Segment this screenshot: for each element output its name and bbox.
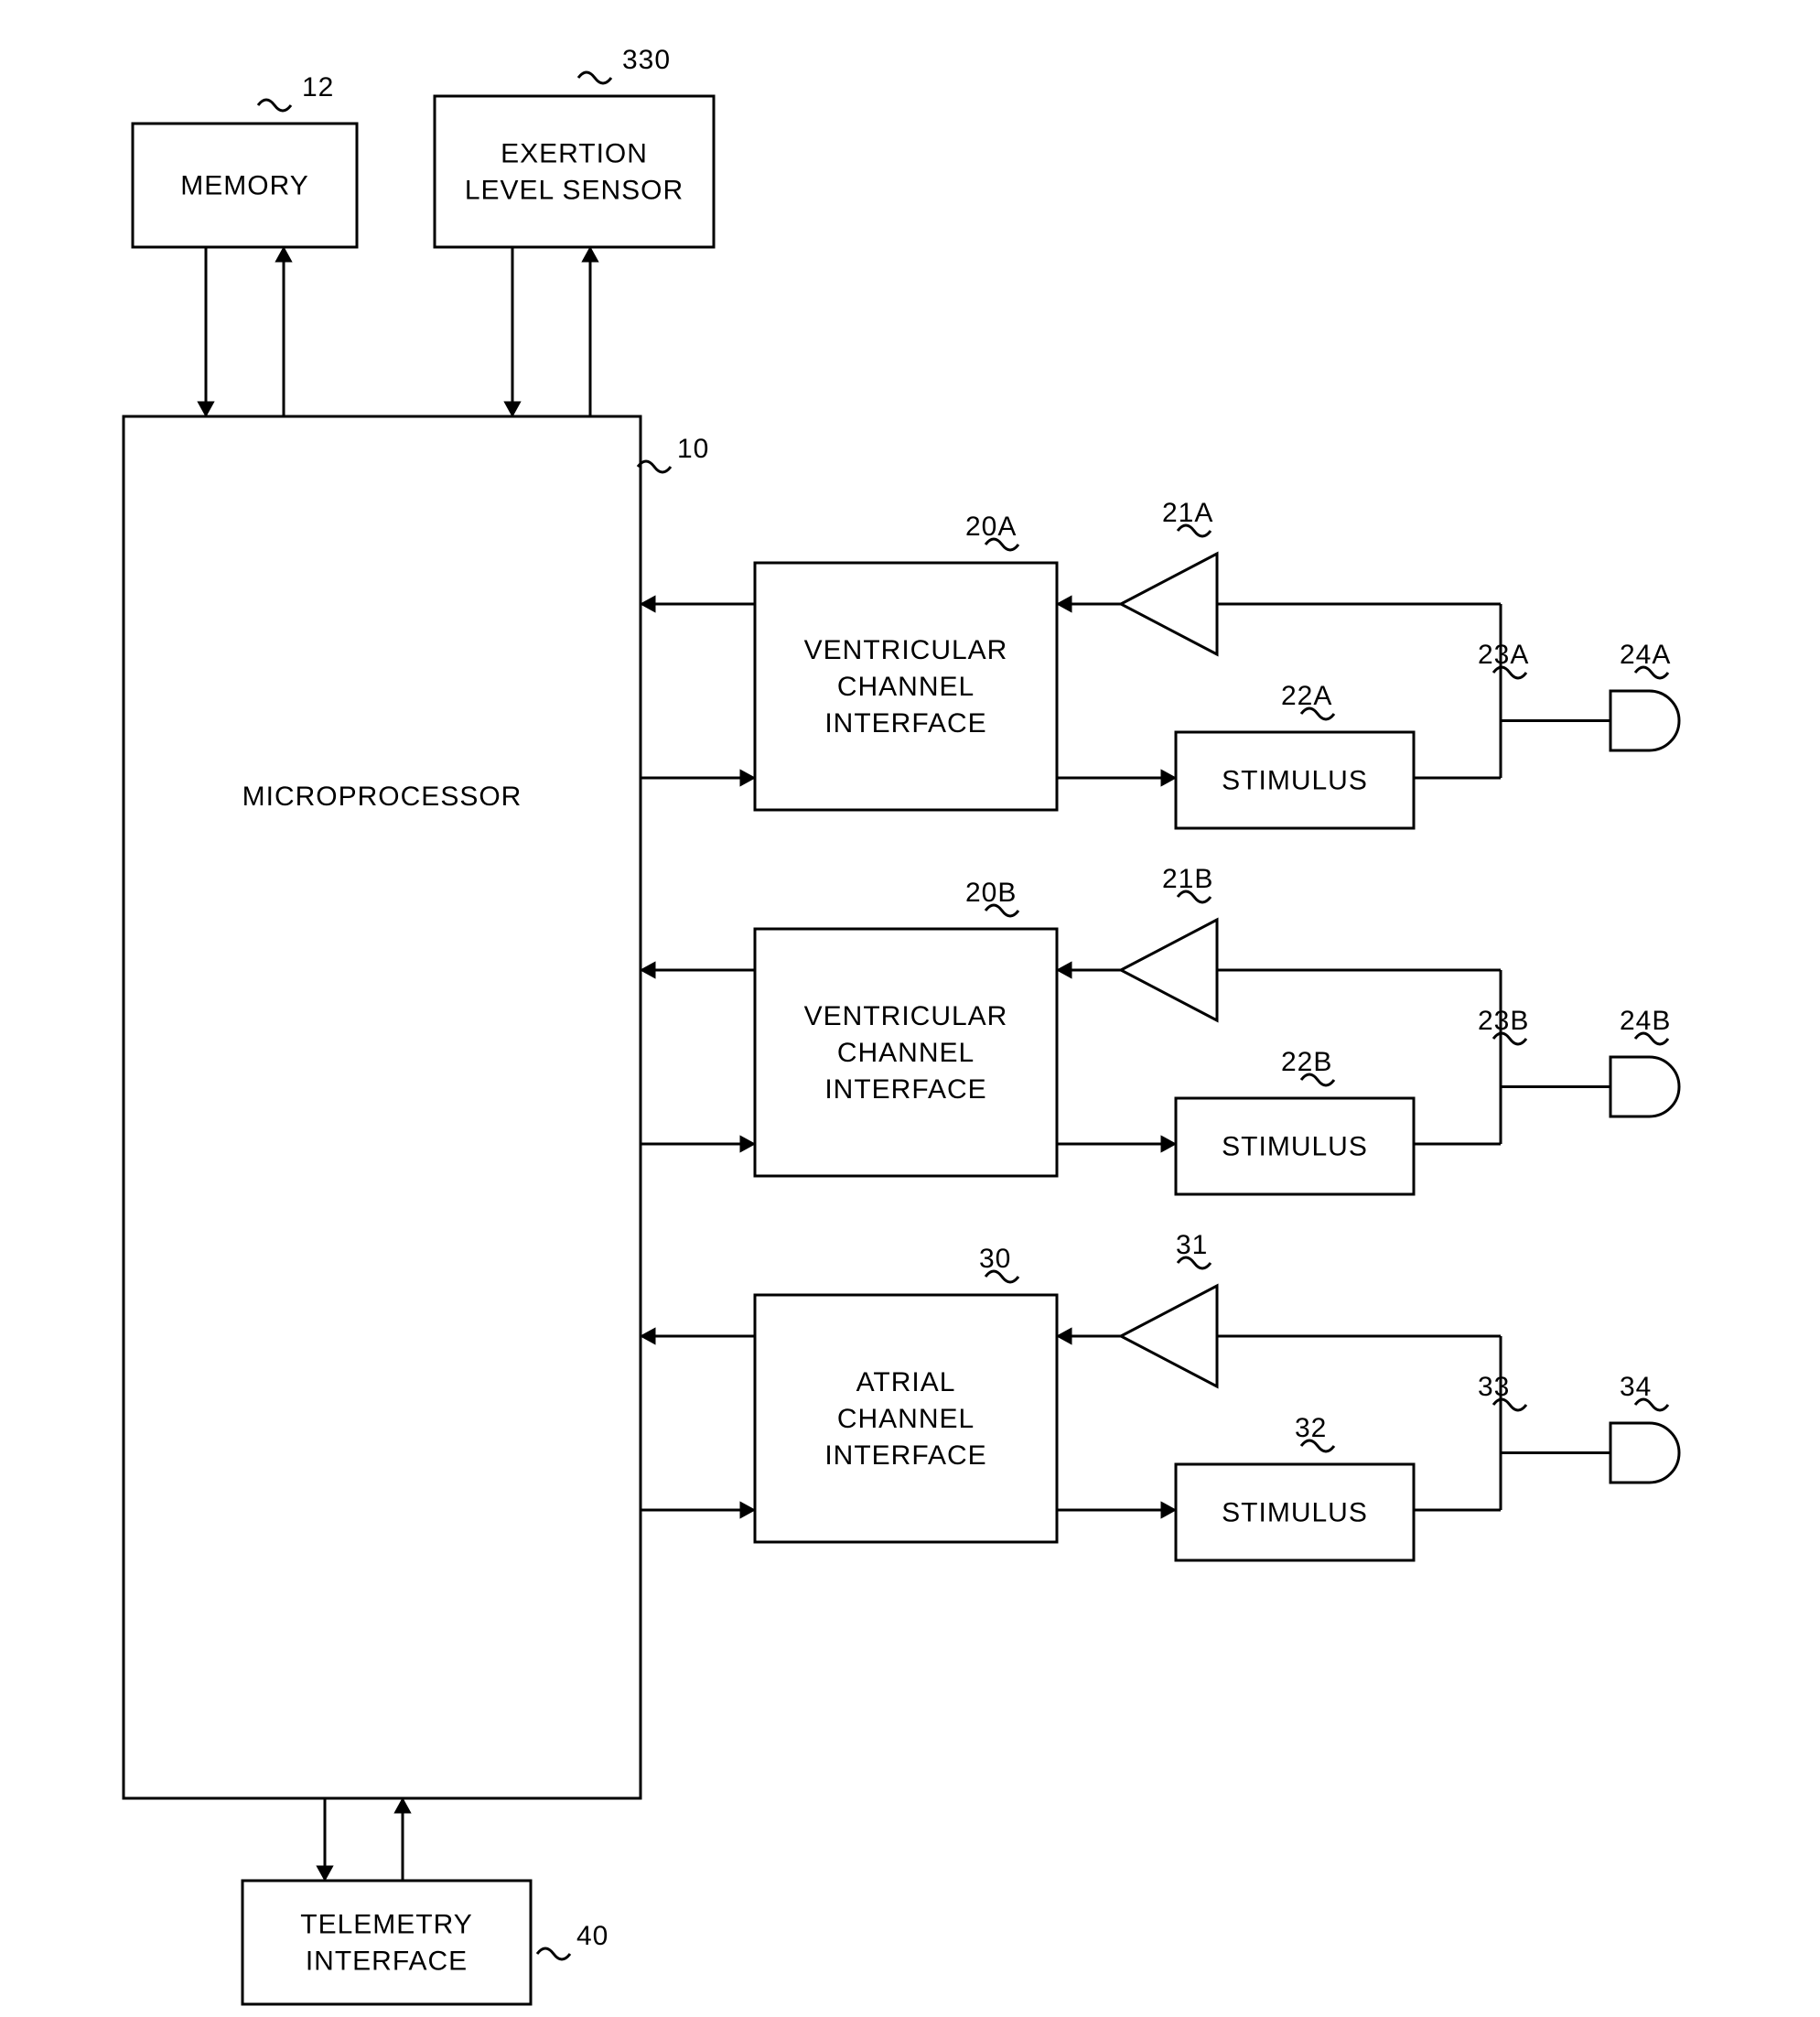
svg-text:21B: 21B bbox=[1162, 864, 1213, 894]
svg-text:CHANNEL: CHANNEL bbox=[837, 1404, 975, 1434]
electrode-c bbox=[1610, 1423, 1679, 1483]
svg-text:INTERFACE: INTERFACE bbox=[824, 1074, 986, 1105]
electrode-a bbox=[1610, 691, 1679, 750]
electrode-b bbox=[1610, 1057, 1679, 1116]
svg-text:20A: 20A bbox=[965, 512, 1017, 542]
microprocessor-block bbox=[124, 416, 641, 1798]
svg-text:10: 10 bbox=[677, 434, 709, 464]
svg-text:20B: 20B bbox=[965, 878, 1017, 908]
svg-text:EXERTION: EXERTION bbox=[501, 139, 648, 169]
svg-text:34: 34 bbox=[1620, 1372, 1652, 1402]
svg-text:23B: 23B bbox=[1478, 1006, 1529, 1036]
svg-text:VENTRICULAR: VENTRICULAR bbox=[804, 635, 1008, 665]
svg-text:24A: 24A bbox=[1620, 640, 1671, 670]
svg-text:40: 40 bbox=[576, 1921, 608, 1951]
svg-text:22B: 22B bbox=[1281, 1047, 1332, 1077]
svg-text:330: 330 bbox=[622, 45, 671, 75]
svg-text:31: 31 bbox=[1176, 1230, 1208, 1260]
sense-amp-b bbox=[1121, 920, 1217, 1020]
svg-text:23A: 23A bbox=[1478, 640, 1529, 670]
svg-text:30: 30 bbox=[979, 1244, 1011, 1274]
svg-text:STIMULUS: STIMULUS bbox=[1222, 766, 1368, 796]
block-diagram: MEMORY EXERTION LEVEL SENSOR MICROPROCESSOR… bbox=[0, 0, 1820, 2017]
svg-text:MICROPROCESSOR: MICROPROCESSOR bbox=[242, 782, 522, 812]
svg-text:MEMORY: MEMORY bbox=[180, 171, 308, 201]
svg-text:32: 32 bbox=[1295, 1413, 1327, 1443]
svg-text:33: 33 bbox=[1478, 1372, 1510, 1402]
svg-text:STIMULUS: STIMULUS bbox=[1222, 1498, 1368, 1528]
svg-text:24B: 24B bbox=[1620, 1006, 1671, 1036]
telemetry-interface-block bbox=[242, 1881, 531, 2004]
svg-text:12: 12 bbox=[302, 72, 334, 102]
svg-text:STIMULUS: STIMULUS bbox=[1222, 1132, 1368, 1162]
svg-text:INTERFACE: INTERFACE bbox=[824, 708, 986, 739]
svg-text:CHANNEL: CHANNEL bbox=[837, 1038, 975, 1068]
svg-text:INTERFACE: INTERFACE bbox=[824, 1440, 986, 1471]
svg-text:INTERFACE: INTERFACE bbox=[306, 1947, 468, 1977]
svg-text:VENTRICULAR: VENTRICULAR bbox=[804, 1001, 1008, 1031]
svg-text:LEVEL SENSOR: LEVEL SENSOR bbox=[465, 176, 684, 206]
svg-text:21A: 21A bbox=[1162, 498, 1213, 528]
svg-text:CHANNEL: CHANNEL bbox=[837, 672, 975, 702]
sense-amp-c bbox=[1121, 1286, 1217, 1386]
exertion-level-sensor-block bbox=[435, 96, 714, 247]
svg-text:TELEMETRY: TELEMETRY bbox=[300, 1910, 473, 1940]
sense-amp-a bbox=[1121, 554, 1217, 654]
svg-text:ATRIAL: ATRIAL bbox=[856, 1367, 956, 1397]
svg-text:22A: 22A bbox=[1281, 681, 1332, 711]
